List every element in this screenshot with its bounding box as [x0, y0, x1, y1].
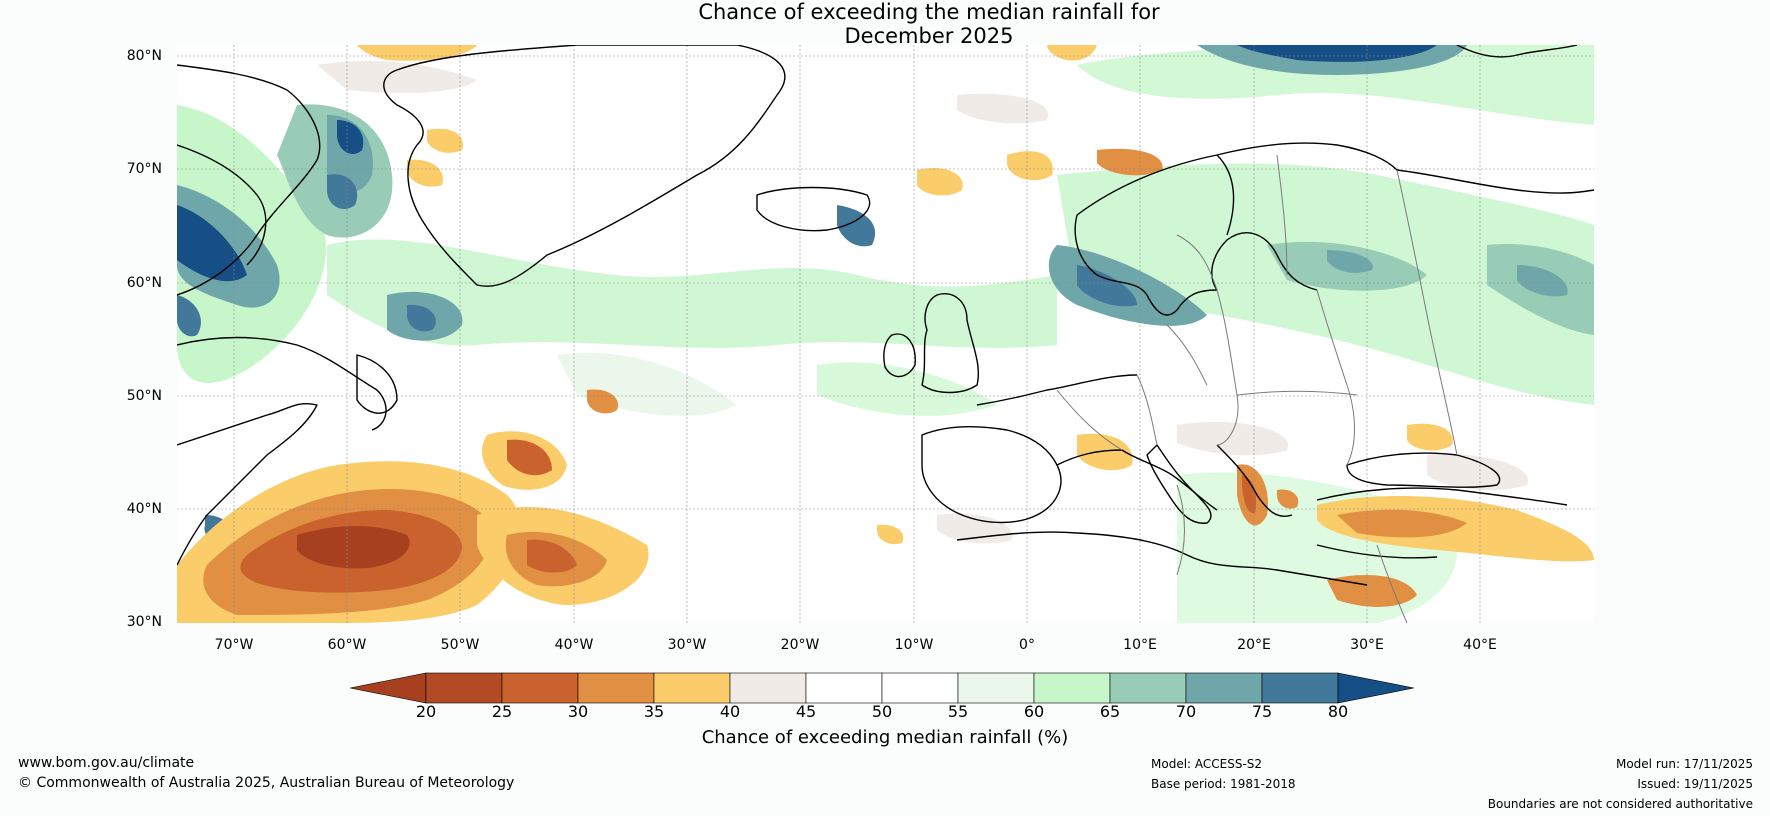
- colorbar-tick-label: 20: [415, 702, 437, 721]
- colorbar-segment: [425, 672, 503, 704]
- lat-label-50n: 50°N: [126, 388, 162, 404]
- colorbar-tick-label: 50: [871, 702, 893, 721]
- lon-label-20w: 20°W: [780, 637, 820, 653]
- colorbar-segment: [805, 672, 883, 704]
- colorbar-tick-label: 60: [1023, 702, 1045, 721]
- lon-label-40e: 40°E: [1463, 637, 1497, 653]
- colorbar-tick-label: 35: [643, 702, 665, 721]
- lat-label-80n: 80°N: [126, 48, 162, 64]
- turkey-coast: [1316, 487, 1568, 506]
- baffin-coast: [177, 64, 321, 296]
- greenland-coast: [383, 45, 786, 287]
- map-title: Chance of exceeding the median rainfall …: [0, 0, 1770, 48]
- na-east-coast: [177, 403, 318, 566]
- lon-label-30w: 30°W: [667, 637, 707, 653]
- colorbar-label: Chance of exceeding median rainfall (%): [701, 727, 1069, 748]
- colorbar-segment: [729, 672, 807, 704]
- north-africa-coast: [956, 531, 1368, 586]
- lon-label-50w: 50°W: [440, 637, 480, 653]
- colorbar-segment: [881, 672, 959, 704]
- colorbar-segment: [501, 672, 579, 704]
- lat-label-30n: 30°N: [126, 614, 162, 630]
- colorbar-arrow-high: [1337, 672, 1415, 704]
- colorbar-segment: [1033, 672, 1111, 704]
- lon-label-10w: 10°W: [894, 637, 934, 653]
- baltic-coast: [1211, 232, 1318, 291]
- iberia-coast: [921, 426, 1062, 524]
- colorbar-tick-label: 45: [795, 702, 817, 721]
- footer-copyright: © Commonwealth of Australia 2025, Austra…: [18, 775, 515, 791]
- ireland-coast: [883, 333, 916, 378]
- coastlines: [177, 45, 1594, 586]
- colorbar-arrow-low: [349, 672, 427, 704]
- colorbar-segment: [1261, 672, 1339, 704]
- lat-label-60n: 60°N: [126, 275, 162, 291]
- lon-label-0: 0°: [1019, 637, 1035, 653]
- arctic-russia-coast: [1396, 169, 1594, 194]
- lon-label-40w: 40°W: [554, 637, 594, 653]
- colorbar-tick-label: 25: [491, 702, 513, 721]
- colorbar-tick-label: 65: [1099, 702, 1121, 721]
- lon-label-60w: 60°W: [327, 637, 367, 653]
- probability-field: [177, 45, 1594, 623]
- colorbar-segment: [1185, 672, 1263, 704]
- colorbar-tick-label: 75: [1251, 702, 1273, 721]
- footer-website: www.bom.gov.au/climate: [18, 755, 195, 771]
- colorbar-segment: [1109, 672, 1187, 704]
- balkans-coast: [1216, 444, 1293, 517]
- colorbar-segment: [957, 672, 1035, 704]
- footer-disclaimer: Boundaries are not considered authoritat…: [1487, 797, 1753, 811]
- iceland-coast: [756, 186, 871, 232]
- map-title-line2: December 2025: [844, 24, 1014, 48]
- footer-model-run: Model run: 17/11/2025: [1615, 757, 1753, 771]
- colorbar-tick-label: 40: [719, 702, 741, 721]
- colorbar: [349, 672, 1420, 708]
- lon-label-30e: 30°E: [1350, 637, 1384, 653]
- graticule: [177, 45, 1594, 623]
- lat-label-40n: 40°N: [126, 501, 162, 517]
- footer-issued: Issued: 19/11/2025: [1637, 777, 1753, 791]
- footer-base-period: Base period: 1981-2018: [1151, 777, 1296, 791]
- svalbard-coast: [1456, 45, 1578, 58]
- colorbar-tick-label: 30: [567, 702, 589, 721]
- rainfall-map-canvas: [177, 45, 1594, 623]
- italy-coast: [1146, 444, 1212, 524]
- rainfall-map: [177, 45, 1594, 623]
- norway-coast: [1076, 142, 1398, 216]
- colorbar-segment: [653, 672, 731, 704]
- black-sea-coast: [1346, 452, 1501, 488]
- country-borders: [1056, 154, 1458, 623]
- colorbar-tick-label: 55: [947, 702, 969, 721]
- map-title-line1: Chance of exceeding the median rainfall …: [698, 0, 1160, 24]
- europe-west-coast: [976, 374, 1138, 406]
- lon-label-20e: 20°E: [1237, 637, 1271, 653]
- great-britain-coast: [921, 293, 980, 394]
- colorbar-scale: [349, 672, 1415, 704]
- lon-label-70w: 70°W: [214, 637, 254, 653]
- lat-label-70n: 70°N: [126, 161, 162, 177]
- colorbar-segment: [577, 672, 655, 704]
- colorbar-tick-label: 70: [1175, 702, 1197, 721]
- colorbar-tick-label: 80: [1327, 702, 1349, 721]
- lon-label-10e: 10°E: [1123, 637, 1157, 653]
- footer-model: Model: ACCESS-S2: [1151, 757, 1263, 771]
- labrador-coast: [177, 336, 387, 431]
